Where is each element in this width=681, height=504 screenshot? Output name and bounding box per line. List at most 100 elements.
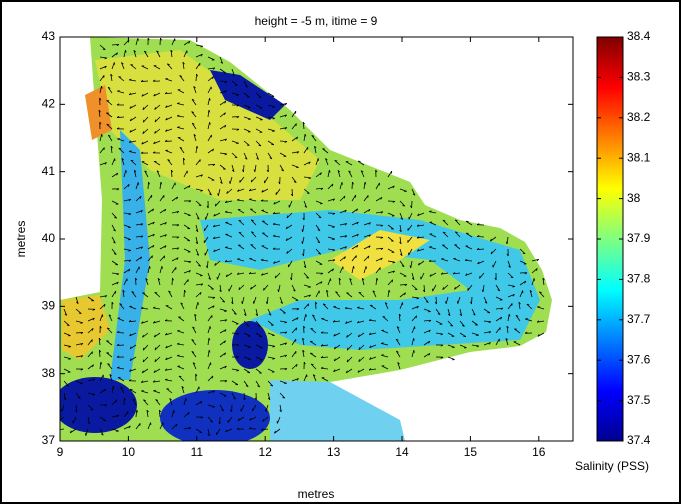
- vector-arrow: [135, 256, 142, 262]
- vector-arrow: [165, 379, 173, 382]
- vector-arrow: [279, 380, 287, 384]
- vector-arrow-head: [320, 344, 324, 347]
- vector-arrow: [255, 332, 263, 338]
- vector-arrow-head: [310, 363, 314, 366]
- vector-arrow-head: [353, 266, 355, 269]
- vector-arrow-head: [230, 409, 232, 413]
- vector-arrow: [63, 332, 71, 336]
- vector-arrow: [157, 278, 161, 286]
- vector-arrow-head: [248, 188, 252, 192]
- vector-arrow: [117, 377, 125, 382]
- vector-arrow-head: [260, 199, 264, 202]
- vector-arrow: [351, 221, 359, 226]
- vector-arrow: [312, 314, 317, 322]
- vector-arrow: [399, 236, 402, 244]
- vector-arrow-head: [214, 203, 217, 207]
- vector-arrow: [98, 110, 101, 118]
- vector-arrow: [278, 284, 281, 292]
- vector-arrow-head: [416, 306, 419, 309]
- vector-arrow-head: [238, 219, 242, 222]
- vector-arrow: [291, 296, 299, 301]
- vector-arrow-head: [161, 266, 163, 269]
- vector-arrow: [147, 244, 155, 250]
- vector-arrow-head: [87, 421, 90, 425]
- vector-arrow: [279, 103, 287, 106]
- vector-arrow: [250, 176, 257, 183]
- vector-arrow-head: [323, 303, 326, 306]
- vector-arrow: [228, 284, 233, 292]
- vector-arrow: [219, 112, 226, 118]
- vector-arrow: [153, 380, 161, 383]
- vector-arrow-head: [188, 200, 192, 203]
- vector-arrow: [207, 390, 215, 394]
- vector-arrow-head: [115, 399, 118, 403]
- vector-arrow-head: [258, 144, 262, 147]
- vector-arrow: [255, 128, 263, 133]
- vector-arrow: [291, 188, 293, 197]
- vector-arrow-head: [120, 386, 123, 389]
- vector-arrow: [129, 332, 137, 337]
- vector-arrow: [214, 260, 221, 266]
- vector-arrow: [231, 92, 239, 96]
- vector-arrow-head: [256, 157, 259, 160]
- vector-arrow: [177, 330, 185, 334]
- vector-arrow: [387, 270, 395, 274]
- vector-arrow: [291, 351, 297, 358]
- vector-arrow: [286, 212, 293, 219]
- vector-arrow: [154, 356, 161, 363]
- vector-arrow-head: [219, 289, 222, 293]
- vector-arrow: [153, 140, 161, 145]
- vector-arrow: [357, 320, 365, 324]
- vector-arrow: [181, 386, 185, 394]
- vector-arrow-head: [281, 169, 284, 172]
- vector-arrow: [63, 320, 70, 326]
- vector-arrow: [75, 332, 84, 334]
- vector-arrow-head: [147, 37, 150, 41]
- vector-arrow: [135, 423, 141, 430]
- vector-arrow-head: [524, 272, 528, 275]
- vector-arrow-head: [454, 286, 456, 290]
- vector-arrow: [344, 307, 353, 310]
- vector-arrow-head: [192, 326, 195, 329]
- vector-arrow: [85, 428, 89, 436]
- vector-arrow: [291, 123, 297, 130]
- vector-arrow-head: [246, 324, 249, 327]
- vector-arrow-head: [221, 409, 224, 412]
- vector-arrow: [411, 188, 416, 196]
- vector-arrow-head: [304, 205, 307, 208]
- vector-arrow: [63, 392, 66, 400]
- vector-arrow-head: [508, 313, 511, 317]
- vector-arrow: [447, 332, 455, 337]
- vector-arrow: [315, 260, 323, 265]
- vector-arrow: [129, 116, 137, 122]
- vector-arrow: [135, 266, 140, 274]
- vector-arrow-head: [397, 362, 400, 365]
- vector-arrow: [408, 248, 413, 256]
- vector-arrow-head: [121, 158, 124, 161]
- vector-arrow: [237, 272, 245, 275]
- vector-arrow-head: [236, 369, 239, 372]
- vector-arrow: [156, 170, 161, 178]
- vector-arrow-head: [209, 193, 212, 196]
- vector-arrow-head: [238, 287, 241, 290]
- vector-arrow: [345, 320, 353, 324]
- vector-arrow: [303, 294, 311, 298]
- vector-arrow: [358, 292, 365, 298]
- vector-arrow: [194, 314, 197, 322]
- vector-arrow: [155, 399, 161, 406]
- vector-arrow-head: [333, 333, 336, 337]
- vector-arrow: [387, 279, 393, 286]
- vector-arrow: [159, 266, 163, 274]
- vector-arrow: [165, 104, 173, 108]
- vector-arrow-head: [332, 226, 335, 228]
- vector-arrow-head: [231, 169, 235, 172]
- vector-arrow: [231, 140, 239, 144]
- vector-arrow-head: [179, 146, 183, 149]
- vector-arrow: [303, 188, 310, 194]
- vector-arrow: [363, 266, 367, 274]
- vector-arrow: [243, 104, 251, 109]
- vector-arrow: [250, 208, 257, 214]
- vector-arrow-head: [197, 302, 199, 305]
- vector-arrow: [267, 380, 274, 387]
- vector-arrow: [465, 245, 473, 250]
